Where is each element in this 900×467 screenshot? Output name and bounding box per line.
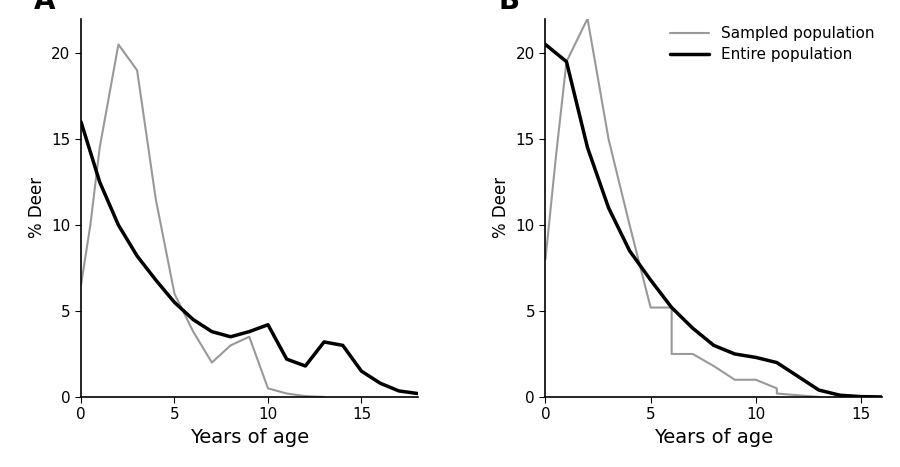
Sampled population (688, 351, 698, 357)
Entire population (356, 368, 367, 374)
Y-axis label: % Deer: % Deer (492, 177, 510, 238)
Sampled population (150, 197, 161, 202)
Entire population (263, 322, 274, 327)
Entire population (300, 363, 310, 369)
Line: Entire population: Entire population (81, 122, 418, 394)
Sampled population (188, 329, 199, 334)
Legend: Sampled population, Entire population: Sampled population, Entire population (670, 26, 875, 63)
Entire population (708, 343, 719, 348)
Y-axis label: % Deer: % Deer (28, 177, 46, 238)
Sampled population (666, 351, 677, 357)
Entire population (169, 300, 180, 305)
Entire population (94, 179, 105, 185)
X-axis label: Years of age: Years of age (190, 428, 309, 447)
Entire population (188, 317, 199, 322)
Entire population (645, 277, 656, 283)
Sampled population (561, 59, 572, 64)
Sampled population (751, 377, 761, 382)
Entire population (282, 356, 292, 362)
Entire population (113, 222, 124, 228)
Entire population (540, 42, 551, 47)
Entire population (393, 388, 404, 394)
Sampled population (131, 67, 142, 73)
Entire population (751, 354, 761, 360)
Entire population (729, 351, 740, 357)
Sampled population (540, 256, 551, 262)
Entire population (131, 253, 142, 259)
Entire population (374, 381, 385, 386)
Line: Sampled population: Sampled population (81, 44, 324, 397)
Sampled population (85, 222, 95, 228)
Sampled population (169, 291, 180, 297)
Entire population (771, 360, 782, 365)
Sampled population (551, 154, 562, 159)
Entire population (603, 205, 614, 211)
Entire population (561, 59, 572, 64)
X-axis label: Years of age: Years of age (654, 428, 773, 447)
Sampled population (814, 394, 824, 400)
Entire population (338, 343, 348, 348)
Sampled population (263, 386, 274, 391)
Entire population (244, 329, 255, 334)
Sampled population (282, 391, 292, 396)
Entire population (625, 248, 635, 254)
Entire population (150, 277, 161, 283)
Sampled population (582, 16, 593, 21)
Entire population (793, 374, 804, 379)
Sampled population (113, 42, 124, 47)
Sampled population (708, 363, 719, 369)
Entire population (582, 145, 593, 150)
Sampled population (94, 145, 105, 150)
Sampled population (771, 386, 782, 391)
Entire population (225, 334, 236, 340)
Sampled population (625, 222, 635, 228)
Text: A: A (34, 0, 56, 15)
Entire population (666, 305, 677, 311)
Line: Entire population: Entire population (545, 44, 882, 397)
Sampled population (206, 360, 217, 365)
Entire population (856, 394, 867, 399)
Sampled population (793, 392, 804, 398)
Entire population (814, 387, 824, 393)
Entire population (877, 394, 887, 400)
Sampled population (244, 334, 255, 340)
Sampled population (300, 393, 310, 399)
Sampled population (645, 305, 656, 311)
Entire population (76, 119, 86, 125)
Sampled population (319, 394, 329, 400)
Sampled population (603, 136, 614, 142)
Entire population (834, 392, 845, 398)
Sampled population (666, 305, 677, 311)
Entire population (688, 325, 698, 331)
Text: B: B (499, 0, 519, 15)
Entire population (206, 329, 217, 334)
Entire population (319, 339, 329, 345)
Sampled population (76, 283, 86, 288)
Sampled population (225, 343, 236, 348)
Sampled population (729, 377, 740, 382)
Line: Sampled population: Sampled population (545, 19, 819, 397)
Sampled population (771, 391, 782, 396)
Entire population (412, 391, 423, 396)
